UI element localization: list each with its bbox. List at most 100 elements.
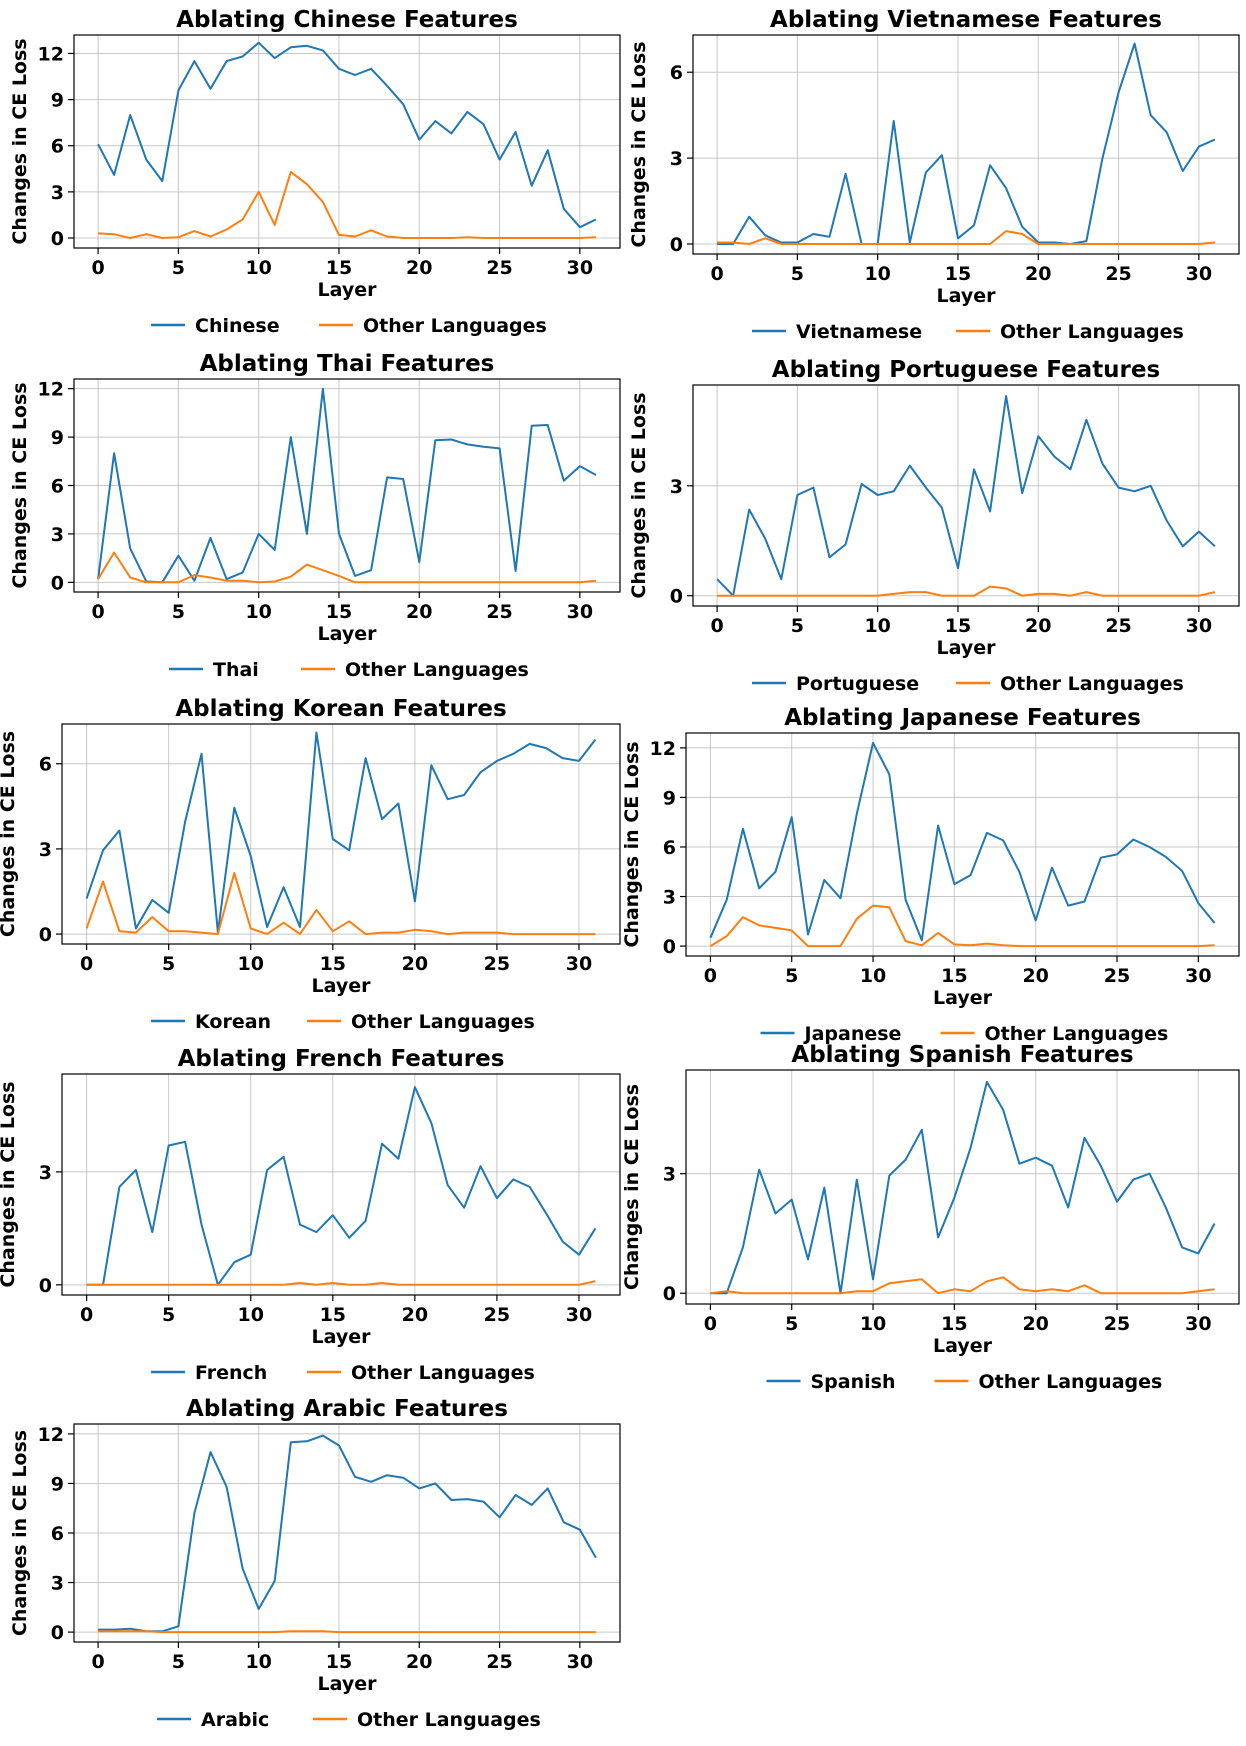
- y-tick-label: 6: [39, 754, 52, 776]
- legend-label-other-languages: Other Languages: [985, 1023, 1169, 1045]
- series-line-arabic: [98, 1434, 597, 1633]
- series-line-other-languages: [717, 230, 1215, 245]
- chart-arabic: 0 5 10 15 20 25 30 0 3 6 9 12 Ablating Arabic Featur…: [9, 1396, 621, 1731]
- x-tick-label: 5: [172, 257, 185, 279]
- x-tick-label: 0: [710, 263, 723, 285]
- x-tick-label: 0: [80, 1304, 93, 1326]
- y-tick-label: 0: [39, 924, 52, 946]
- legend-label-japanese: Japanese: [803, 1023, 902, 1045]
- y-axis-label: Changes in CE Loss: [0, 1081, 19, 1287]
- axes-frame: [61, 1073, 621, 1296]
- x-tick-label: 10: [245, 1651, 271, 1673]
- y-tick-label: 0: [51, 1622, 64, 1644]
- x-tick-label: 15: [941, 1313, 967, 1335]
- axes-frame: [73, 34, 621, 249]
- y-tick-label: 6: [51, 136, 64, 158]
- x-tick-label: 0: [704, 965, 717, 987]
- chart-thai: 0 5 10 15 20 25 30 0 3 6 9 12 Ablating Thai Features…: [9, 351, 621, 681]
- x-tick-label: 25: [1104, 965, 1130, 987]
- x-tick-label: 15: [320, 953, 346, 975]
- legend: Arabic Other Languages: [157, 1709, 541, 1731]
- legend-label-chinese: Chinese: [195, 315, 280, 337]
- y-tick-label: 3: [51, 524, 64, 546]
- x-tick-label: 15: [326, 601, 352, 623]
- chart-korean: 0 5 10 15 20 25 30 0 3 6 Ablating Korean Features L…: [0, 696, 621, 1033]
- legend-label-other-languages: Other Languages: [1000, 321, 1184, 343]
- legend: Japanese Other Languages: [760, 1023, 1169, 1045]
- x-tick-label: 15: [326, 1651, 352, 1673]
- series-line-chinese: [97, 41, 597, 229]
- x-tick-label: 25: [1104, 1313, 1130, 1335]
- y-tick-label: 12: [38, 43, 64, 65]
- x-tick-label: 10: [245, 601, 271, 623]
- x-tick-label: 30: [1185, 965, 1211, 987]
- y-tick-label: 6: [663, 837, 676, 859]
- legend: Korean Other Languages: [151, 1011, 535, 1033]
- legend-label-other-languages: Other Languages: [345, 659, 529, 681]
- x-tick-label: 10: [245, 257, 271, 279]
- series-line-korean: [85, 731, 597, 934]
- axes-frame: [685, 732, 1240, 957]
- y-axis-label: Changes in CE Loss: [621, 741, 643, 947]
- x-tick-label: 10: [864, 615, 890, 637]
- y-tick-label: 0: [670, 234, 683, 256]
- x-tick-label: 10: [860, 1313, 886, 1335]
- y-axis-label: Changes in CE Loss: [628, 41, 650, 247]
- series-line-other-languages: [98, 170, 596, 239]
- y-tick-label: 9: [51, 90, 64, 112]
- x-tick-label: 10: [238, 953, 264, 975]
- series-line-portuguese: [716, 395, 1216, 597]
- y-tick-label: 9: [51, 1473, 64, 1495]
- y-tick-label: 9: [663, 787, 676, 809]
- y-axis-label: Changes in CE Loss: [621, 1084, 643, 1290]
- series-line-thai: [97, 387, 597, 584]
- x-tick-label: 15: [945, 615, 971, 637]
- x-tick-label: 25: [1105, 263, 1131, 285]
- legend-label-arabic: Arabic: [201, 1709, 269, 1731]
- x-tick-label: 5: [791, 263, 804, 285]
- legend-label-korean: Korean: [195, 1011, 271, 1033]
- x-tick-label: 15: [941, 965, 967, 987]
- y-tick-label: 3: [663, 887, 676, 909]
- chart-title: Ablating Arabic Features: [186, 1396, 508, 1422]
- x-axis-label: Layer: [933, 1335, 993, 1357]
- x-tick-label: 30: [567, 601, 593, 623]
- y-tick-label: 0: [670, 586, 683, 608]
- x-tick-label: 5: [162, 1304, 175, 1326]
- x-tick-label: 15: [320, 1304, 346, 1326]
- axes-frame: [692, 384, 1240, 607]
- axes-frame: [692, 34, 1240, 255]
- legend-label-other-languages: Other Languages: [1000, 673, 1184, 695]
- x-tick-label: 10: [864, 263, 890, 285]
- legend: Portuguese Other Languages: [752, 673, 1184, 695]
- x-tick-label: 30: [1185, 1313, 1211, 1335]
- y-axis-label: Changes in CE Loss: [628, 392, 650, 598]
- axes-frame: [61, 723, 621, 945]
- x-tick-label: 0: [80, 953, 93, 975]
- x-tick-label: 25: [486, 1651, 512, 1673]
- legend-label-other-languages: Other Languages: [363, 315, 547, 337]
- series-line-japanese: [709, 741, 1216, 942]
- x-axis-label: Layer: [318, 279, 378, 301]
- legend: Spanish Other Languages: [766, 1371, 1162, 1393]
- legend: Vietnamese Other Languages: [752, 321, 1184, 343]
- x-tick-label: 0: [91, 1651, 104, 1673]
- y-tick-label: 9: [51, 427, 64, 449]
- x-tick-label: 10: [238, 1304, 264, 1326]
- x-tick-label: 5: [785, 1313, 798, 1335]
- y-tick-label: 3: [51, 1573, 64, 1595]
- y-tick-label: 6: [51, 476, 64, 498]
- y-tick-label: 6: [51, 1523, 64, 1545]
- x-axis-label: Layer: [933, 987, 993, 1009]
- x-tick-label: 25: [486, 601, 512, 623]
- y-tick-label: 0: [51, 572, 64, 594]
- x-tick-label: 20: [1022, 1313, 1048, 1335]
- x-tick-label: 20: [1025, 263, 1051, 285]
- x-tick-label: 5: [791, 615, 804, 637]
- chart-title: Ablating French Features: [178, 1046, 505, 1072]
- x-tick-label: 5: [172, 1651, 185, 1673]
- y-axis-label: Changes in CE Loss: [9, 1430, 31, 1636]
- x-tick-label: 10: [860, 965, 886, 987]
- x-tick-label: 5: [172, 601, 185, 623]
